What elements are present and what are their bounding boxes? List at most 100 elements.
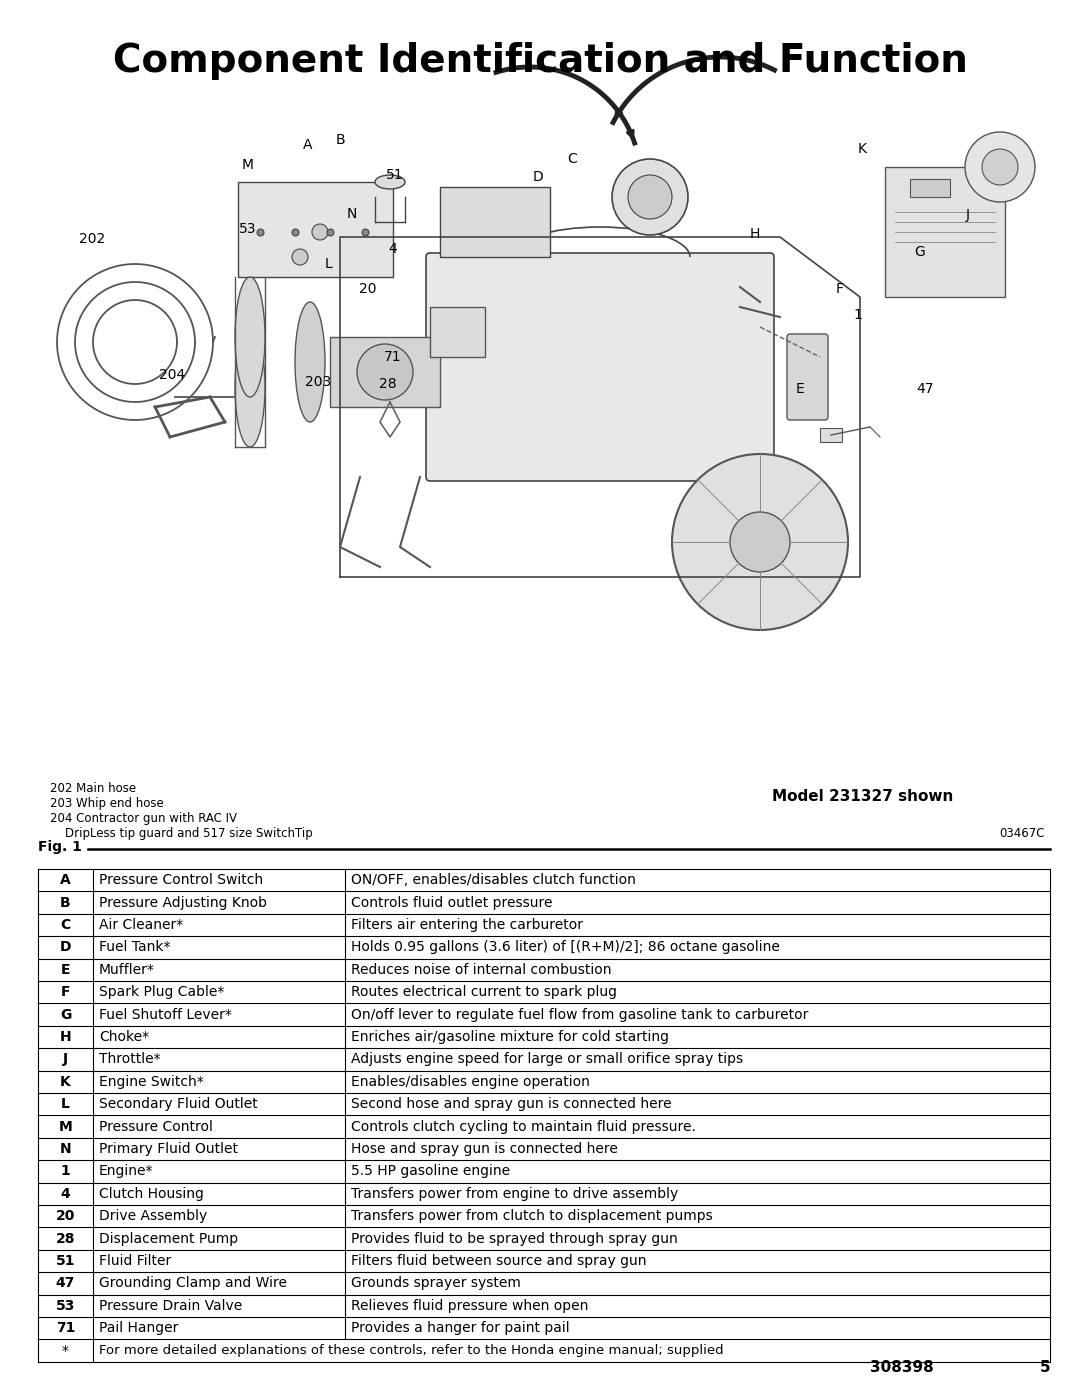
Text: Component Identification and Function: Component Identification and Function bbox=[112, 42, 968, 80]
Text: 20: 20 bbox=[56, 1210, 76, 1224]
Bar bbox=[910, 179, 950, 197]
Bar bbox=[330, 337, 440, 407]
Text: Engine*: Engine* bbox=[99, 1165, 153, 1179]
Text: 51: 51 bbox=[56, 1255, 76, 1268]
Text: E: E bbox=[60, 963, 70, 977]
Text: 203 Whip end hose: 203 Whip end hose bbox=[50, 798, 164, 810]
Text: Pressure Control Switch: Pressure Control Switch bbox=[99, 873, 264, 887]
Ellipse shape bbox=[235, 327, 265, 447]
Circle shape bbox=[357, 344, 413, 400]
Text: Grounding Clamp and Wire: Grounding Clamp and Wire bbox=[99, 1277, 287, 1291]
Text: L: L bbox=[62, 1097, 70, 1111]
Text: Provides a hanger for paint pail: Provides a hanger for paint pail bbox=[351, 1322, 569, 1336]
Text: Pressure Adjusting Knob: Pressure Adjusting Knob bbox=[99, 895, 267, 909]
Text: Fluid Filter: Fluid Filter bbox=[99, 1255, 172, 1268]
Text: N: N bbox=[59, 1141, 71, 1155]
Text: 203: 203 bbox=[305, 374, 332, 388]
Text: G: G bbox=[59, 1007, 71, 1021]
Text: Holds 0.95 gallons (3.6 liter) of [(R+M)/2]; 86 octane gasoline: Holds 0.95 gallons (3.6 liter) of [(R+M)… bbox=[351, 940, 780, 954]
Text: Controls clutch cycling to maintain fluid pressure.: Controls clutch cycling to maintain flui… bbox=[351, 1119, 696, 1133]
Text: 28: 28 bbox=[56, 1232, 76, 1246]
Text: Pressure Control: Pressure Control bbox=[99, 1119, 213, 1133]
Text: Spark Plug Cable*: Spark Plug Cable* bbox=[99, 985, 225, 999]
Text: 51: 51 bbox=[387, 168, 404, 182]
Text: 47: 47 bbox=[916, 381, 934, 395]
Text: 204 Contractor gun with RAC IV: 204 Contractor gun with RAC IV bbox=[50, 812, 237, 826]
Circle shape bbox=[672, 454, 848, 630]
Ellipse shape bbox=[235, 277, 265, 397]
Text: Grounds sprayer system: Grounds sprayer system bbox=[351, 1277, 521, 1291]
Bar bbox=[820, 427, 842, 441]
Text: K: K bbox=[858, 142, 866, 156]
Text: Engine Switch*: Engine Switch* bbox=[99, 1074, 204, 1088]
Text: H: H bbox=[59, 1030, 71, 1044]
Text: Adjusts engine speed for large or small orifice spray tips: Adjusts engine speed for large or small … bbox=[351, 1052, 743, 1066]
Text: Hose and spray gun is connected here: Hose and spray gun is connected here bbox=[351, 1141, 618, 1155]
Text: *: * bbox=[62, 1344, 69, 1358]
Text: Displacement Pump: Displacement Pump bbox=[99, 1232, 238, 1246]
Circle shape bbox=[612, 159, 688, 235]
Text: Model 231327 shown: Model 231327 shown bbox=[772, 789, 954, 805]
Text: Filters air entering the carburetor: Filters air entering the carburetor bbox=[351, 918, 583, 932]
Text: Clutch Housing: Clutch Housing bbox=[99, 1187, 204, 1201]
Text: Fuel Shutoff Lever*: Fuel Shutoff Lever* bbox=[99, 1007, 232, 1021]
Text: 202 Main hose: 202 Main hose bbox=[50, 782, 136, 795]
Text: H: H bbox=[750, 226, 760, 242]
Text: Routes electrical current to spark plug: Routes electrical current to spark plug bbox=[351, 985, 617, 999]
Text: 28: 28 bbox=[379, 377, 396, 391]
Circle shape bbox=[982, 149, 1018, 184]
Text: Air Cleaner*: Air Cleaner* bbox=[99, 918, 184, 932]
Text: Enriches air/gasoline mixture for cold starting: Enriches air/gasoline mixture for cold s… bbox=[351, 1030, 669, 1044]
Text: L: L bbox=[324, 257, 332, 271]
Text: 1: 1 bbox=[60, 1165, 70, 1179]
Text: 4: 4 bbox=[389, 242, 397, 256]
Text: B: B bbox=[60, 895, 71, 909]
Text: Pail Hanger: Pail Hanger bbox=[99, 1322, 178, 1336]
Text: Controls fluid outlet pressure: Controls fluid outlet pressure bbox=[351, 895, 553, 909]
Text: 71: 71 bbox=[56, 1322, 76, 1336]
Text: 47: 47 bbox=[56, 1277, 76, 1291]
Text: Provides fluid to be sprayed through spray gun: Provides fluid to be sprayed through spr… bbox=[351, 1232, 678, 1246]
Text: 71: 71 bbox=[384, 351, 402, 365]
Circle shape bbox=[312, 224, 328, 240]
Circle shape bbox=[627, 175, 672, 219]
Bar bbox=[885, 168, 1005, 298]
Text: J: J bbox=[966, 208, 970, 222]
Text: D: D bbox=[59, 940, 71, 954]
Text: 5.5 HP gasoline engine: 5.5 HP gasoline engine bbox=[351, 1165, 510, 1179]
Text: 308398: 308398 bbox=[870, 1361, 934, 1375]
Text: Filters fluid between source and spray gun: Filters fluid between source and spray g… bbox=[351, 1255, 647, 1268]
Text: Transfers power from engine to drive assembly: Transfers power from engine to drive ass… bbox=[351, 1187, 678, 1201]
Text: 03467C: 03467C bbox=[999, 827, 1045, 840]
Text: C: C bbox=[567, 152, 577, 166]
Text: For more detailed explanations of these controls, refer to the Honda engine manu: For more detailed explanations of these … bbox=[99, 1344, 724, 1356]
Text: 1: 1 bbox=[853, 307, 863, 321]
Text: Drive Assembly: Drive Assembly bbox=[99, 1210, 207, 1224]
Text: On/off lever to regulate fuel flow from gasoline tank to carburetor: On/off lever to regulate fuel flow from … bbox=[351, 1007, 808, 1021]
Circle shape bbox=[292, 249, 308, 265]
Ellipse shape bbox=[295, 302, 325, 422]
FancyBboxPatch shape bbox=[787, 334, 828, 420]
Text: E: E bbox=[796, 381, 805, 395]
Text: C: C bbox=[60, 918, 70, 932]
Text: 20: 20 bbox=[360, 282, 377, 296]
Text: Muffler*: Muffler* bbox=[99, 963, 154, 977]
Circle shape bbox=[966, 131, 1035, 203]
Text: A: A bbox=[60, 873, 71, 887]
Text: N: N bbox=[347, 207, 357, 221]
Text: Fuel Tank*: Fuel Tank* bbox=[99, 940, 171, 954]
Text: K: K bbox=[60, 1074, 71, 1088]
Text: 4: 4 bbox=[60, 1187, 70, 1201]
Text: G: G bbox=[915, 244, 926, 258]
Bar bbox=[238, 182, 393, 277]
FancyBboxPatch shape bbox=[426, 253, 774, 481]
Text: M: M bbox=[242, 158, 254, 172]
Text: D: D bbox=[532, 170, 543, 184]
Text: Enables/disables engine operation: Enables/disables engine operation bbox=[351, 1074, 590, 1088]
Text: 53: 53 bbox=[56, 1299, 76, 1313]
Text: B: B bbox=[335, 133, 345, 147]
Text: Choke*: Choke* bbox=[99, 1030, 149, 1044]
Text: Transfers power from clutch to displacement pumps: Transfers power from clutch to displacem… bbox=[351, 1210, 713, 1224]
Circle shape bbox=[730, 511, 789, 571]
Text: Primary Fluid Outlet: Primary Fluid Outlet bbox=[99, 1141, 238, 1155]
